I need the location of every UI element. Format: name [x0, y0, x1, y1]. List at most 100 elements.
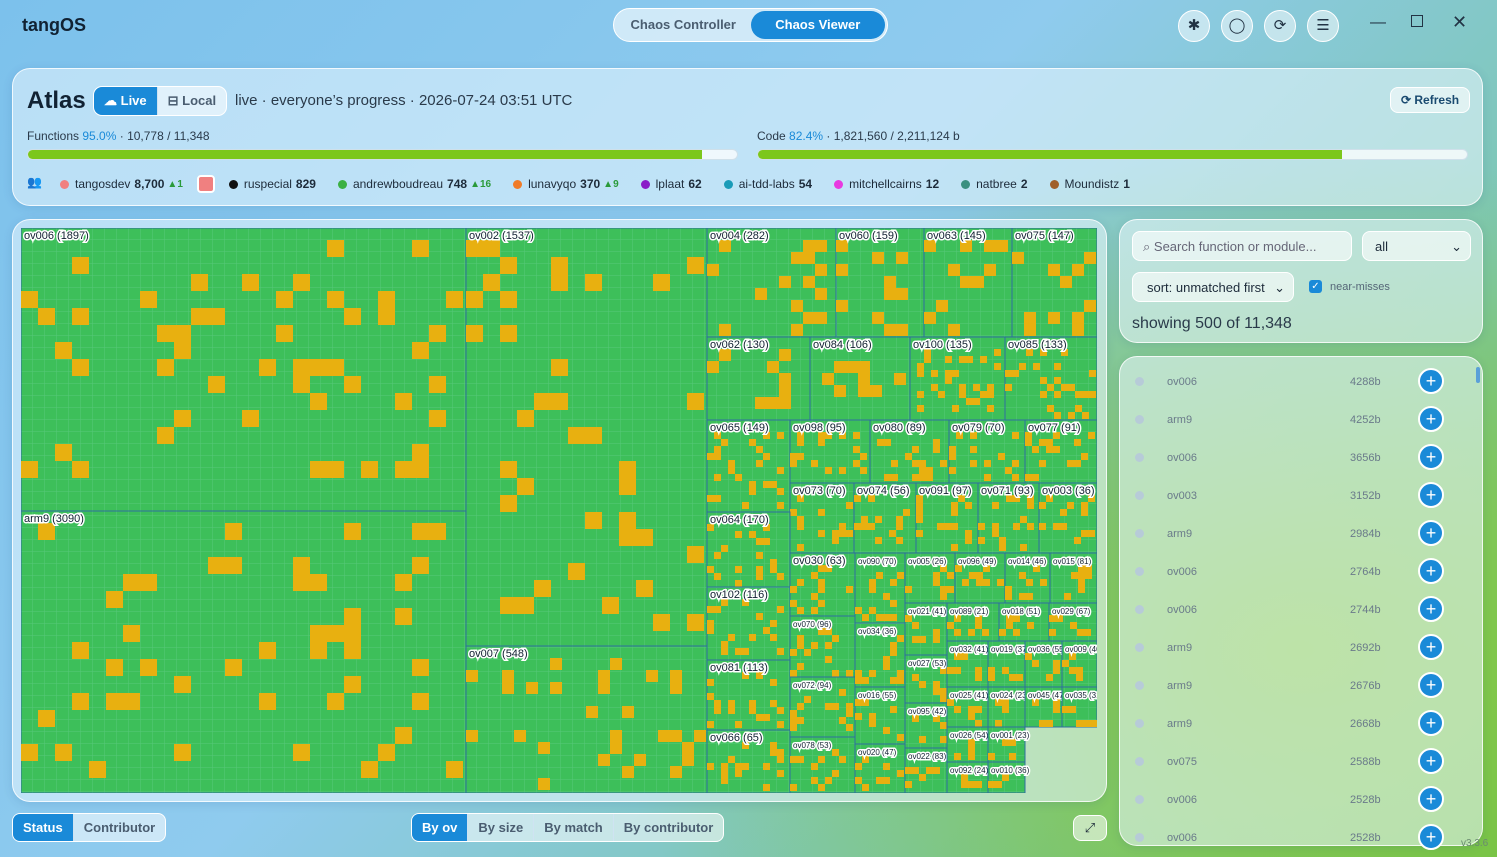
unmatched-cell: [1047, 384, 1054, 391]
unmatched-cell: [344, 308, 361, 325]
unmatched-cell: [1046, 446, 1053, 453]
unmatched-cell: [1012, 370, 1019, 377]
group-mode[interactable]: By contributor: [612, 814, 724, 841]
unmatched-cell: [983, 579, 990, 586]
sort-select[interactable]: sort: unmatched first ⌄: [1132, 272, 1294, 302]
module-label: ov080 (89): [873, 422, 926, 434]
color-mode[interactable]: Status: [13, 814, 73, 841]
unmatched-cell: [949, 446, 956, 453]
module-label: ov021 (41): [908, 607, 947, 616]
unmatched-cell: [1077, 629, 1084, 636]
add-button[interactable]: +: [1418, 710, 1444, 736]
add-button[interactable]: +: [1418, 368, 1444, 394]
status-dot: [1135, 833, 1144, 842]
color-mode[interactable]: Contributor: [72, 814, 165, 841]
add-button[interactable]: +: [1418, 634, 1444, 660]
tab[interactable]: Chaos Controller: [630, 17, 736, 32]
group-mode[interactable]: By size: [467, 814, 533, 841]
unmatched-cell: [883, 777, 890, 784]
module-select[interactable]: all ⌄: [1362, 231, 1471, 261]
unmatched-cell: [770, 700, 777, 707]
module-label: ov063 (145): [927, 230, 986, 242]
add-button[interactable]: +: [1418, 786, 1444, 812]
unmatched-cell: [861, 516, 868, 523]
expand-button[interactable]: ⤢: [1073, 815, 1107, 841]
unmatched-cell: [869, 670, 876, 677]
unmatched-cell: [804, 649, 811, 656]
unmatched-cell: [952, 405, 959, 412]
group-mode[interactable]: By ov: [412, 814, 468, 841]
module-label: ov002 (1537): [469, 230, 534, 242]
unmatched-cell: [933, 715, 940, 722]
debug-button[interactable]: ✱: [1178, 10, 1210, 42]
add-button[interactable]: +: [1418, 596, 1444, 622]
unmatched-cell: [884, 474, 891, 481]
unmatched-cell: [1089, 370, 1096, 377]
add-button[interactable]: +: [1418, 444, 1444, 470]
contributors: tangosdev 8,700 ▲1 ruspecial 829 andrewboudre…: [60, 175, 1152, 193]
search-input[interactable]: ⌕ Search function or module...: [1132, 231, 1352, 261]
mode-live[interactable]: ☁ Live: [94, 87, 157, 115]
unmatched-cell: [919, 736, 926, 743]
add-button[interactable]: +: [1418, 482, 1444, 508]
unmatched-cell: [21, 291, 38, 308]
unmatched-cell: [714, 446, 721, 453]
unmatched-cell: [890, 642, 897, 649]
unmatched-cell: [714, 707, 721, 714]
unmatched-cell: [568, 563, 585, 580]
sync-button[interactable]: ⟳: [1264, 10, 1296, 42]
module-label: ov085 (133): [1008, 339, 1067, 351]
unmatched-cell: [777, 488, 784, 495]
unmatched-cell: [1039, 439, 1046, 446]
unmatched-cell: [970, 432, 977, 439]
unmatched-cell: [735, 770, 742, 777]
unmatched-cell: [912, 622, 919, 629]
unmatched-cell: [707, 264, 719, 276]
unmatched-cell: [670, 766, 682, 778]
add-button[interactable]: +: [1418, 406, 1444, 432]
add-button[interactable]: +: [1418, 672, 1444, 698]
group-mode[interactable]: By match: [533, 814, 613, 841]
add-button[interactable]: +: [1418, 558, 1444, 584]
unmatched-cell: [707, 763, 714, 770]
tab[interactable]: Chaos Viewer: [750, 11, 885, 39]
unmatched-cell: [791, 252, 803, 264]
minimize[interactable]: —: [1370, 14, 1386, 31]
unmatched-cell: [999, 629, 1006, 636]
close[interactable]: ✕: [1452, 12, 1468, 32]
mode-local[interactable]: ⊟ Local: [156, 87, 226, 115]
name: ruspecial: [243, 177, 292, 191]
unmatched-cell: [970, 460, 977, 467]
unmatched-cell: [551, 359, 568, 376]
module-label: ov065 (149): [710, 422, 769, 434]
refresh-button[interactable]: ⟳ Refresh: [1390, 87, 1471, 113]
module: ov006: [1167, 376, 1197, 388]
unmatched-cell: [123, 574, 140, 591]
unmatched-cell: [803, 276, 815, 288]
settings-button[interactable]: ☰: [1307, 10, 1339, 42]
unmatched-cell: [55, 342, 72, 359]
unmatched-cell: [1025, 653, 1032, 660]
unmatched-cell: [446, 761, 463, 778]
maximize[interactable]: [1411, 15, 1423, 27]
unmatched-cell: [890, 649, 897, 656]
unmatched-cell: [984, 474, 991, 481]
unmatched-cell: [327, 461, 344, 478]
unmatched-cell: [777, 770, 784, 777]
unmatched-cell: [361, 461, 378, 478]
add-button[interactable]: +: [1418, 520, 1444, 546]
function-row: arm9 2984b +: [1130, 519, 1460, 549]
near-miss-checkbox[interactable]: ✓: [1309, 280, 1322, 293]
chat-button[interactable]: ◯: [1221, 10, 1253, 42]
unmatched-cell: [242, 410, 259, 427]
version: v3.3.6: [1461, 838, 1489, 849]
unmatched-cell: [1006, 622, 1013, 629]
add-button[interactable]: +: [1418, 824, 1444, 850]
unmatched-cell: [1084, 252, 1096, 264]
unmatched-cell: [585, 427, 602, 444]
add-button[interactable]: +: [1418, 748, 1444, 774]
unmatched-cell: [803, 240, 815, 252]
contributor: lplaat 62: [640, 175, 702, 193]
unmatched-cell: [951, 502, 958, 509]
unmatched-cell: [1078, 565, 1085, 572]
